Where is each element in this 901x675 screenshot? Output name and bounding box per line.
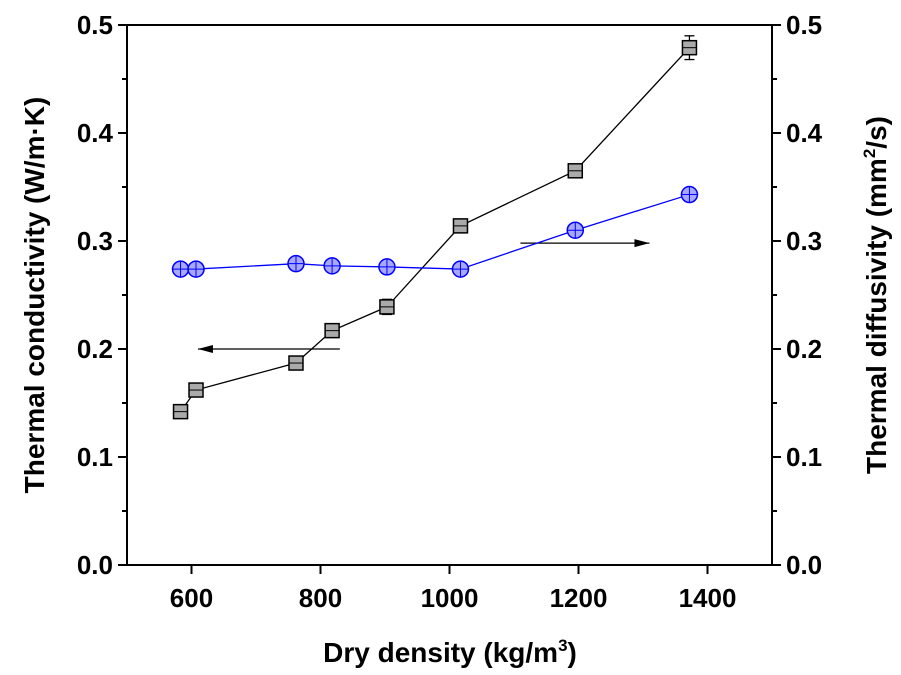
y-right-tick-label: 0.0 bbox=[786, 550, 822, 580]
y-left-tick-label: 0.3 bbox=[77, 226, 113, 256]
y-right-axis-title: Thermal diffusivity (mm2/s) bbox=[860, 116, 892, 474]
annotations bbox=[197, 239, 650, 353]
y-right-tick-label: 0.2 bbox=[786, 334, 822, 364]
marks bbox=[171, 35, 699, 420]
y-left-tick-label: 0.2 bbox=[77, 334, 113, 364]
series-line-1 bbox=[180, 47, 690, 413]
y-left-tick-label: 0.5 bbox=[77, 10, 113, 40]
plot-frame bbox=[126, 24, 773, 566]
y-right-tick-label: 0.4 bbox=[786, 118, 823, 148]
y-left-tick-label: 0.4 bbox=[77, 118, 114, 148]
y-right-tick-label: 0.5 bbox=[786, 10, 822, 40]
x-tick-label: 800 bbox=[299, 583, 342, 613]
y-left-tick-label: 0.0 bbox=[77, 550, 113, 580]
x-tick-label: 1000 bbox=[421, 583, 479, 613]
x-tick-label: 1400 bbox=[679, 583, 737, 613]
x-axis-title: Dry density (kg/m3) bbox=[323, 636, 577, 668]
y-right-tick-label: 0.3 bbox=[786, 226, 822, 256]
y-left-axis-title: Thermal conductivity (W/m·K) bbox=[19, 97, 50, 494]
x-tick-label: 1200 bbox=[550, 583, 608, 613]
series-line-2 bbox=[180, 193, 690, 270]
y-left-tick-label: 0.1 bbox=[77, 442, 113, 472]
ticks: 600 800 1000 1200 1400 0.0 0.1 0.2 0.3 0.4 0.5 0.0 0… bbox=[77, 10, 823, 613]
annotation-arrow-head bbox=[634, 239, 650, 248]
annotation-arrow-head bbox=[197, 345, 213, 353]
series-lines bbox=[180, 47, 690, 413]
y-right-tick-label: 0.1 bbox=[786, 442, 822, 472]
x-tick-label: 600 bbox=[170, 583, 213, 613]
